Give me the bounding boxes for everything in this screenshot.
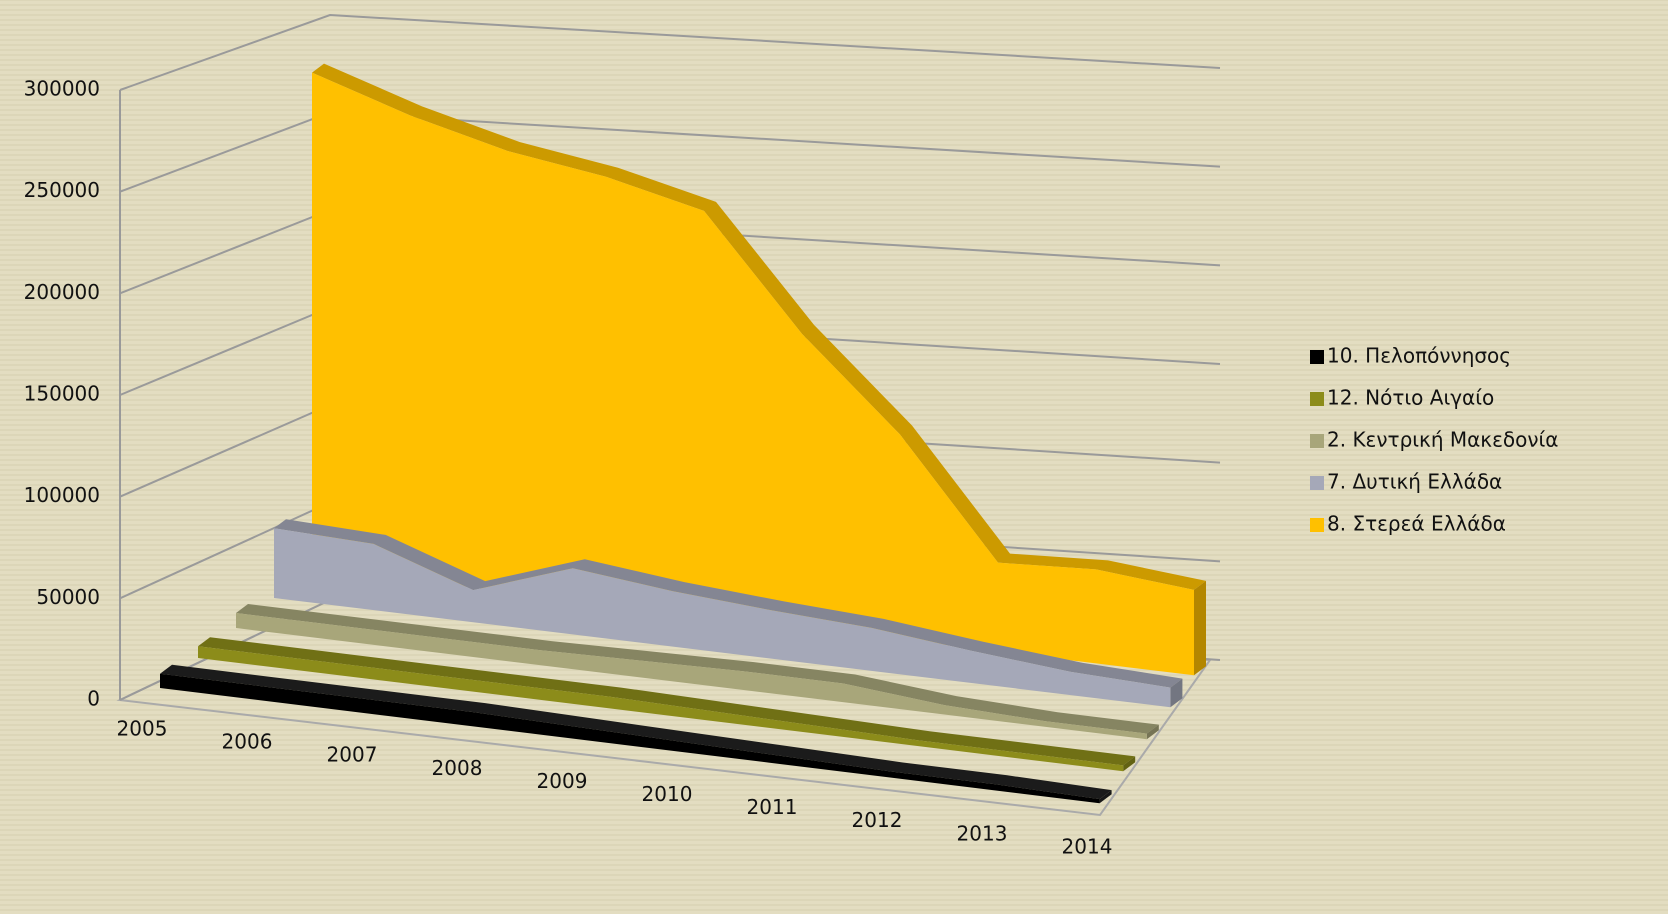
y-tick-label: 250000 <box>24 178 100 202</box>
x-tick-label: 2011 <box>747 795 798 819</box>
x-tick-label: 2012 <box>852 808 903 832</box>
x-tick-label: 2014 <box>1062 834 1113 858</box>
area <box>198 646 1124 772</box>
area-top <box>274 519 1183 688</box>
x-tick-label: 2005 <box>117 717 168 741</box>
grid-line <box>119 13 1221 91</box>
legend-label: 2. Κεντρική Μακεδονία <box>1327 428 1559 452</box>
area <box>274 528 1171 708</box>
y-tick-label: 50000 <box>36 585 100 609</box>
grid-line <box>119 111 1221 193</box>
x-tick-label: 2013 <box>957 821 1008 845</box>
area <box>236 613 1147 740</box>
legend-label: 12. Νότιο Αιγαίο <box>1327 386 1494 410</box>
x-tick-label: 2010 <box>642 782 693 806</box>
legend-label: 7. Δυτική Ελλάδα <box>1327 470 1502 494</box>
area <box>312 72 1194 676</box>
y-tick-label: 100000 <box>24 483 100 507</box>
legend-label: 8. Στερεά Ελλάδα <box>1327 512 1506 536</box>
y-tick-label: 150000 <box>24 382 100 406</box>
area-top <box>236 604 1159 734</box>
legend-label: 10. Πελοπόννησος <box>1327 344 1511 368</box>
y-tick-label: 0 <box>87 687 100 711</box>
x-tick-label: 2006 <box>222 730 273 754</box>
area-side <box>1123 756 1136 772</box>
legend-swatch <box>1310 518 1324 532</box>
area-top <box>160 664 1112 800</box>
area-side <box>1099 790 1112 804</box>
x-tick-label: 2007 <box>327 743 378 767</box>
area-side <box>1194 580 1206 676</box>
y-tick-label: 200000 <box>24 280 100 304</box>
legend-swatch <box>1310 476 1324 490</box>
area-side <box>1146 724 1159 740</box>
area <box>160 673 1100 804</box>
area-side <box>1170 678 1183 708</box>
y-tick-label: 300000 <box>24 77 100 101</box>
legend-swatch <box>1310 350 1324 364</box>
x-tick-label: 2008 <box>432 756 483 780</box>
x-tick-label: 2009 <box>537 769 588 793</box>
area-top <box>198 637 1136 766</box>
legend-swatch <box>1310 434 1324 448</box>
legend-swatch <box>1310 392 1324 406</box>
